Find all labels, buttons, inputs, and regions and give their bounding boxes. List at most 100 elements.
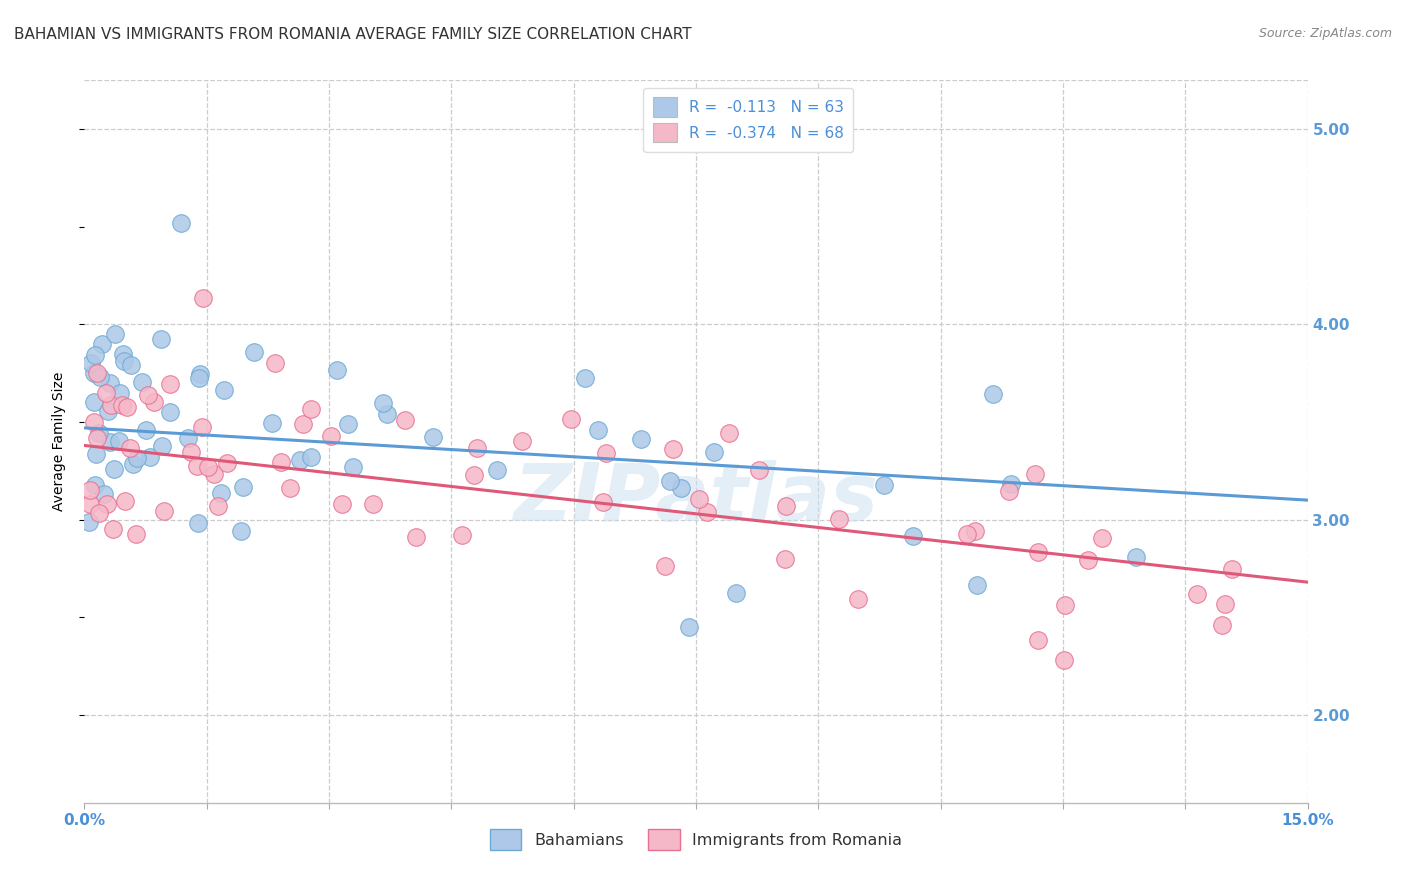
- Point: [104, 327, 127, 342]
- Point: [560, 412, 582, 426]
- Point: [152, 439, 174, 453]
- Point: [846, 592, 869, 607]
- Point: [1185, 587, 1208, 601]
- Point: [1211, 618, 1233, 632]
- Point: [110, 385, 132, 400]
- Point: [512, 434, 534, 449]
- Point: [136, 388, 159, 402]
- Point: [337, 417, 360, 431]
- Point: [394, 413, 416, 427]
- Point: [125, 450, 148, 465]
- Point: [209, 486, 232, 500]
- Point: [86, 431, 108, 445]
- Point: [1091, 531, 1114, 545]
- Point: [120, 441, 142, 455]
- Point: [405, 530, 427, 544]
- Point: [120, 359, 142, 373]
- Text: BAHAMIAN VS IMMIGRANTS FROM ROMANIA AVERAGE FAMILY SIZE CORRELATION CHART: BAHAMIAN VS IMMIGRANTS FROM ROMANIA AVER…: [14, 27, 692, 42]
- Point: [87, 506, 110, 520]
- Point: [1026, 544, 1049, 558]
- Point: [159, 377, 181, 392]
- Point: [79, 497, 101, 511]
- Point: [97, 403, 120, 417]
- Point: [231, 524, 253, 538]
- Point: [1077, 553, 1099, 567]
- Point: [678, 620, 700, 634]
- Point: [232, 479, 254, 493]
- Point: [177, 431, 200, 445]
- Point: [197, 459, 219, 474]
- Point: [112, 354, 135, 368]
- Point: [290, 453, 312, 467]
- Point: [243, 345, 266, 359]
- Point: [84, 477, 107, 491]
- Point: [717, 426, 740, 441]
- Point: [86, 366, 108, 380]
- Point: [463, 468, 485, 483]
- Point: [592, 495, 614, 509]
- Point: [361, 497, 384, 511]
- Point: [89, 369, 111, 384]
- Point: [662, 442, 685, 456]
- Point: [153, 504, 176, 518]
- Point: [1024, 467, 1046, 481]
- Point: [159, 405, 181, 419]
- Point: [688, 491, 710, 506]
- Point: [202, 467, 225, 481]
- Point: [901, 529, 924, 543]
- Point: [375, 408, 398, 422]
- Text: Source: ZipAtlas.com: Source: ZipAtlas.com: [1258, 27, 1392, 40]
- Point: [100, 398, 122, 412]
- Point: [262, 416, 284, 430]
- Point: [207, 499, 229, 513]
- Point: [125, 526, 148, 541]
- Point: [299, 401, 322, 416]
- Point: [669, 481, 692, 495]
- Point: [108, 434, 131, 448]
- Point: [111, 397, 134, 411]
- Text: ZIPatlas: ZIPatlas: [513, 460, 879, 539]
- Point: [149, 332, 172, 346]
- Point: [1125, 549, 1147, 564]
- Point: [101, 522, 124, 536]
- Point: [319, 429, 342, 443]
- Point: [186, 459, 208, 474]
- Point: [291, 417, 314, 432]
- Point: [79, 483, 101, 497]
- Point: [217, 457, 239, 471]
- Point: [188, 367, 211, 381]
- Point: [1000, 476, 1022, 491]
- Point: [748, 463, 770, 477]
- Point: [630, 432, 652, 446]
- Point: [79, 356, 101, 370]
- Point: [299, 450, 322, 465]
- Point: [873, 478, 896, 492]
- Point: [1053, 653, 1076, 667]
- Point: [180, 445, 202, 459]
- Point: [966, 578, 988, 592]
- Point: [264, 357, 287, 371]
- Point: [270, 455, 292, 469]
- Point: [1054, 598, 1077, 612]
- Point: [84, 447, 107, 461]
- Point: [135, 423, 157, 437]
- Point: [212, 383, 235, 397]
- Point: [115, 400, 138, 414]
- Point: [278, 482, 301, 496]
- Point: [187, 516, 209, 531]
- Legend: Bahamians, Immigrants from Romania: Bahamians, Immigrants from Romania: [484, 823, 908, 856]
- Point: [89, 426, 111, 441]
- Point: [170, 216, 193, 230]
- Point: [342, 459, 364, 474]
- Point: [96, 385, 118, 400]
- Point: [83, 415, 105, 429]
- Point: [574, 371, 596, 385]
- Point: [965, 524, 987, 539]
- Point: [83, 366, 105, 380]
- Point: [188, 371, 211, 385]
- Point: [371, 396, 394, 410]
- Point: [1026, 632, 1049, 647]
- Point: [100, 376, 122, 390]
- Point: [131, 375, 153, 389]
- Point: [191, 292, 214, 306]
